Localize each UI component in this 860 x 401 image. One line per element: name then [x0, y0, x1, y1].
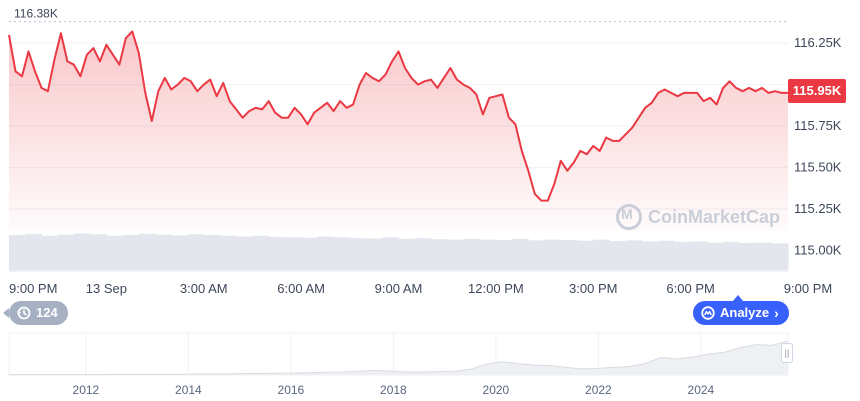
x-tick-label: 9:00 AM [375, 281, 423, 296]
volume-bar [9, 235, 26, 270]
y-tick-label: 116.25K [794, 35, 842, 50]
history-clock-icon [17, 306, 31, 320]
volume-bar [349, 238, 367, 270]
volume-bar [577, 240, 594, 270]
navigator-year-label: 2012 [73, 383, 100, 397]
volume-bar [658, 240, 675, 270]
range-navigator[interactable]: 2012 2014 2016 2018 2020 2022 2024 [8, 332, 789, 397]
volume-bar [57, 234, 75, 270]
volume-bar [609, 241, 627, 270]
volume-bar [430, 239, 448, 270]
volume-bar [398, 238, 416, 270]
watermark: CoinMarketCap [616, 204, 780, 230]
volume-bar [25, 233, 42, 270]
x-tick-label: 3:00 PM [569, 281, 617, 296]
volume-bar [463, 238, 481, 270]
volume-bar [755, 242, 773, 270]
volume-bar [366, 238, 383, 270]
volume-bar [203, 235, 221, 270]
analyze-button[interactable]: Analyze › [693, 295, 789, 325]
navigator-year-label: 2014 [175, 383, 202, 397]
volume-bar [41, 235, 59, 270]
navigator-year-label: 2018 [380, 383, 407, 397]
x-tick-label: 9:00 PM [784, 281, 832, 296]
y-tick-label: 115.25K [794, 201, 842, 216]
watermark-text: CoinMarketCap [648, 206, 781, 227]
volume-bar [73, 233, 91, 270]
volume-bar [771, 243, 789, 270]
volume-bar [479, 239, 497, 270]
history-badge[interactable]: 124 [3, 301, 68, 325]
x-axis-labels: 9:00 PM 13 Sep 3:00 AM 6:00 AM 9:00 AM 12:00 … [9, 281, 832, 296]
history-count: 124 [36, 305, 58, 320]
volume-bar [739, 243, 757, 270]
volume-bar [317, 236, 335, 270]
analyze-label: Analyze [720, 305, 770, 320]
volume-bar [219, 235, 237, 270]
navigator-area [9, 340, 788, 375]
volume-bar [544, 239, 562, 270]
volume-bar [122, 235, 140, 270]
navigator-year-label: 2024 [688, 383, 715, 397]
max-price-label: 116.38K [14, 7, 58, 21]
volume-bar [333, 237, 351, 270]
max-price-marker: 116.38K [9, 7, 788, 23]
navigator-year-label: 2016 [278, 383, 305, 397]
coinmarketcap-logo-icon [616, 204, 642, 230]
x-tick-label: 9:00 PM [9, 281, 57, 296]
x-tick-label: 6:00 PM [666, 281, 714, 296]
chevron-right-icon: › [774, 305, 779, 321]
volume-bar [252, 235, 270, 270]
navigator-year-label: 2022 [585, 383, 612, 397]
volume-bar [690, 241, 708, 270]
volume-bar [301, 237, 318, 270]
volume-bar [106, 235, 124, 270]
y-tick-label: 115.00K [794, 242, 842, 257]
volume-bar [447, 239, 464, 270]
volume-bar [560, 239, 578, 270]
volume-bar [495, 239, 513, 270]
volume-bar [414, 238, 432, 270]
volume-bar [723, 241, 740, 270]
volume-bar [171, 235, 189, 270]
volume-bar [90, 234, 107, 270]
current-price-badge: 115.95K [788, 79, 846, 103]
volume-bar [155, 234, 172, 270]
navigator-year-label: 2020 [483, 383, 510, 397]
price-line [8, 30, 788, 202]
volume-bar [512, 238, 529, 270]
price-series-line [8, 30, 788, 202]
volume-bar [284, 237, 302, 270]
volume-bar [138, 233, 156, 270]
volume-bar [674, 241, 692, 270]
volume-bar [382, 237, 399, 270]
volume-bar [268, 236, 286, 270]
volume-bar [236, 236, 253, 270]
volume-bar [593, 239, 610, 270]
price-area [9, 31, 788, 231]
x-tick-label: 6:00 AM [277, 281, 325, 296]
y-tick-label: 115.75K [794, 118, 842, 133]
volume-bar [528, 240, 546, 270]
volume-bar [641, 241, 659, 270]
volume-bar [625, 240, 643, 270]
volume-bar [706, 242, 724, 270]
y-tick-label: 115.50K [794, 159, 842, 174]
y-axis-labels: 115.00K115.25K115.50K115.75K116.00K116.2… [794, 35, 842, 257]
x-tick-label: 3:00 AM [180, 281, 228, 296]
volume-bars [9, 233, 789, 270]
x-tick-label: 13 Sep [86, 281, 127, 296]
x-tick-label: 12:00 PM [468, 281, 524, 296]
coinmarketcap-icon [701, 306, 715, 320]
volume-bar [187, 234, 205, 270]
price-area-fill [9, 31, 788, 231]
navigator-handle[interactable]: || [781, 343, 793, 363]
navigator-line [9, 340, 789, 376]
